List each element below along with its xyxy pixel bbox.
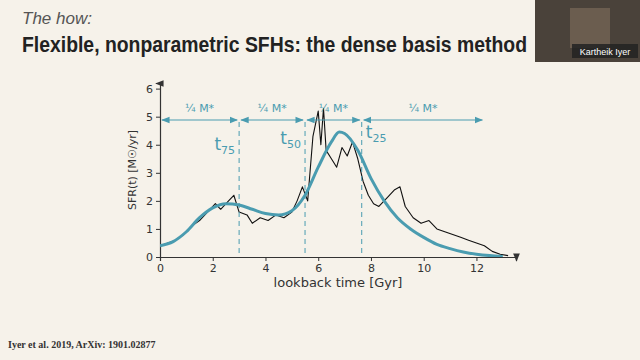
name-tag — [572, 44, 638, 58]
tick-mark — [156, 145, 160, 146]
tick-label: 0 — [157, 262, 164, 275]
mass-arrow — [364, 119, 483, 120]
tick: 2 — [146, 195, 160, 208]
tick-label: 12 — [470, 262, 484, 275]
tick-mark — [156, 201, 160, 202]
tick-label: 0 — [146, 251, 153, 264]
tick-mark — [318, 257, 319, 261]
tick-mark — [265, 257, 266, 261]
speaker-name: Kartheik Iyer — [580, 47, 631, 57]
quantile-line — [239, 122, 240, 257]
tick-label: 10 — [417, 262, 431, 275]
tick-label: 1 — [146, 223, 153, 236]
mass-arrow — [241, 119, 303, 120]
citation: Iyer et al. 2019, ArXiv: 1901.02877 — [8, 339, 156, 350]
y-axis: 0 1 2 3 4 5 6 — [146, 83, 161, 264]
tick-label: 6 — [315, 262, 322, 275]
tick-mark — [476, 257, 477, 261]
tick: 10 — [417, 257, 431, 275]
smooth-sfh — [160, 132, 503, 256]
quantile-line — [305, 122, 306, 257]
tick-mark — [156, 229, 160, 230]
mass-arrow — [162, 119, 237, 120]
tick-label: 6 — [146, 83, 153, 96]
background — [0, 0, 640, 360]
tick: 12 — [470, 257, 484, 275]
tick-mark — [424, 257, 425, 261]
tick-mark — [156, 89, 160, 90]
x-axis-title: lookback time [Gyr] — [274, 275, 403, 290]
annotations: t75 t50 t25 ¼ M* ¼ M* ¼ M* ¼ M* — [162, 102, 482, 257]
tick-mark — [156, 117, 160, 118]
tick: 4 — [146, 139, 160, 152]
quantile-line — [361, 122, 362, 257]
x-axis: 0 2 4 6 8 10 12 — [157, 257, 517, 275]
tick: 1 — [146, 223, 160, 236]
plot-area — [160, 108, 508, 256]
tick: 0 — [157, 257, 164, 275]
title: Flexible, nonparametric SFHs: the dense … — [22, 32, 527, 57]
axis-line — [161, 258, 517, 262]
speaker-video: Kartheik Iyer — [535, 0, 640, 62]
video-content — [570, 8, 610, 48]
tick: 6 — [315, 257, 322, 275]
tick: 8 — [368, 257, 375, 275]
quantile-label: t25 — [366, 122, 387, 145]
tick-label: 3 — [146, 167, 153, 180]
mass-arrow — [307, 119, 360, 120]
slide: The how: Flexible, nonparametric SFHs: th… — [0, 0, 640, 360]
tick: 5 — [146, 111, 160, 124]
tick-mark — [156, 257, 160, 258]
tick-label: 2 — [146, 195, 153, 208]
tick-mark — [213, 257, 214, 261]
tick-label: 4 — [146, 139, 153, 152]
mass-label: ¼ M* — [408, 102, 438, 115]
tick: 3 — [146, 167, 160, 180]
mass-label: ¼ M* — [185, 102, 215, 115]
tick-label: 8 — [368, 262, 375, 275]
tick: 6 — [146, 83, 160, 96]
tick-mark — [371, 257, 372, 261]
tick-label: 2 — [210, 262, 217, 275]
mass-label: ¼ M* — [319, 102, 349, 115]
tick-label: 4 — [262, 262, 269, 275]
tick: 4 — [262, 257, 269, 275]
sfh-line — [160, 108, 508, 255]
quantile-label: t75 — [214, 134, 235, 157]
tick: 2 — [210, 257, 217, 275]
axis-line — [156, 84, 161, 258]
y-axis-title: SFR(t) [M☉/yr] — [126, 130, 139, 210]
tick-mark — [156, 173, 160, 174]
video-frame — [535, 0, 640, 62]
mass-label: ¼ M* — [257, 102, 287, 115]
tick: 0 — [146, 251, 160, 264]
quantile-label: t50 — [280, 128, 301, 151]
kicker: The how: — [22, 9, 92, 28]
tick-label: 5 — [146, 111, 153, 124]
